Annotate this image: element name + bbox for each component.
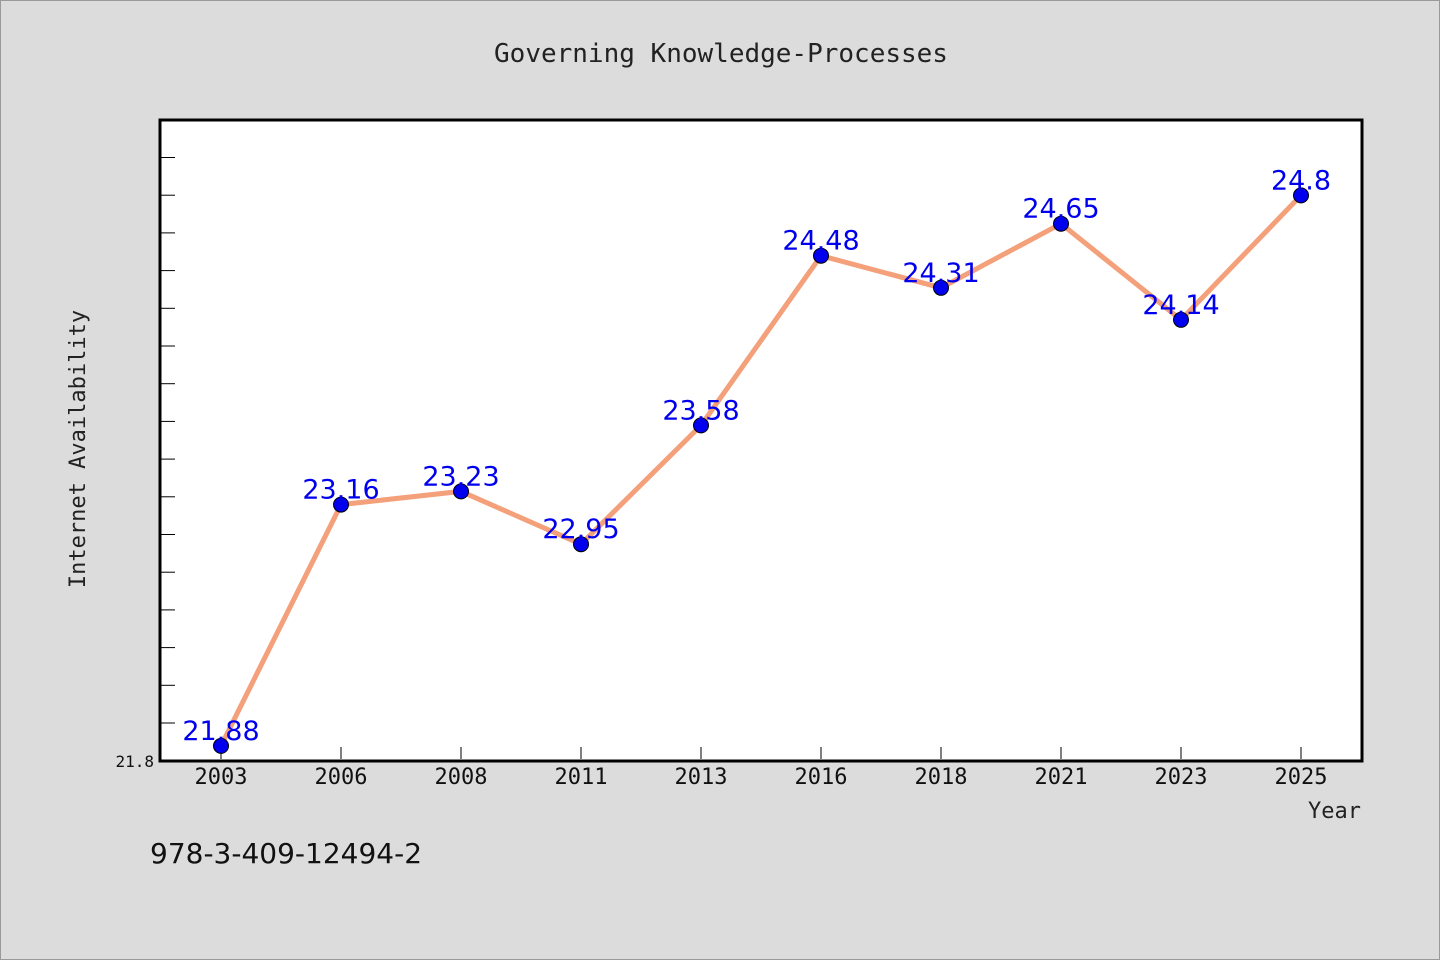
x-tick-label: 2006 bbox=[315, 765, 368, 790]
y-axis-ticks bbox=[160, 157, 175, 724]
data-point bbox=[1053, 215, 1069, 232]
plot-area bbox=[158, 118, 1364, 763]
data-label: 23.16 bbox=[302, 475, 379, 506]
data-label: 22.95 bbox=[542, 514, 619, 545]
series-line bbox=[218, 192, 1304, 749]
data-point bbox=[453, 483, 469, 500]
x-axis-label: Year bbox=[1308, 799, 1361, 824]
data-point bbox=[933, 279, 949, 296]
data-label: 24.31 bbox=[902, 258, 979, 289]
data-label: 21.88 bbox=[182, 716, 259, 747]
x-tick-label: 2018 bbox=[915, 765, 968, 790]
chart-title: Governing Knowledge-Processes bbox=[494, 39, 948, 69]
x-tick-label: 2025 bbox=[1275, 765, 1328, 790]
data-point bbox=[573, 536, 589, 553]
data-label: 24.14 bbox=[1142, 290, 1219, 321]
data-label: 24.48 bbox=[782, 226, 859, 257]
data-point bbox=[333, 496, 349, 513]
data-point bbox=[813, 247, 829, 264]
data-point bbox=[1173, 311, 1189, 328]
data-label: 24.65 bbox=[1022, 194, 1099, 225]
x-axis-ticks: 2003 2006 2008 2011 2013 2016 2018 2021 2023 2025 bbox=[195, 747, 1328, 790]
data-point bbox=[1293, 187, 1309, 204]
x-tick-label: 2013 bbox=[675, 765, 728, 790]
data-labels: 21.88 23.16 23.23 22.95 23.58 24.48 24.31 24.65… bbox=[182, 165, 1331, 747]
series-markers bbox=[213, 187, 1309, 754]
data-point bbox=[213, 737, 229, 754]
x-tick-label: 2003 bbox=[195, 765, 248, 790]
data-point bbox=[693, 417, 709, 434]
y-axis-label: Internet Availability bbox=[66, 310, 91, 588]
y-tick-label: 21.8 bbox=[115, 752, 154, 771]
x-tick-label: 2011 bbox=[555, 765, 608, 790]
x-tick-label: 2016 bbox=[795, 765, 848, 790]
data-label: 23.58 bbox=[662, 395, 739, 426]
footnote-isbn: 978-3-409-12494-2 bbox=[150, 837, 422, 870]
x-tick-label: 2023 bbox=[1155, 765, 1208, 790]
x-tick-label: 2008 bbox=[435, 765, 488, 790]
data-label: 23.23 bbox=[422, 461, 499, 492]
data-label: 24.8 bbox=[1271, 165, 1331, 196]
x-tick-label: 2021 bbox=[1035, 765, 1088, 790]
